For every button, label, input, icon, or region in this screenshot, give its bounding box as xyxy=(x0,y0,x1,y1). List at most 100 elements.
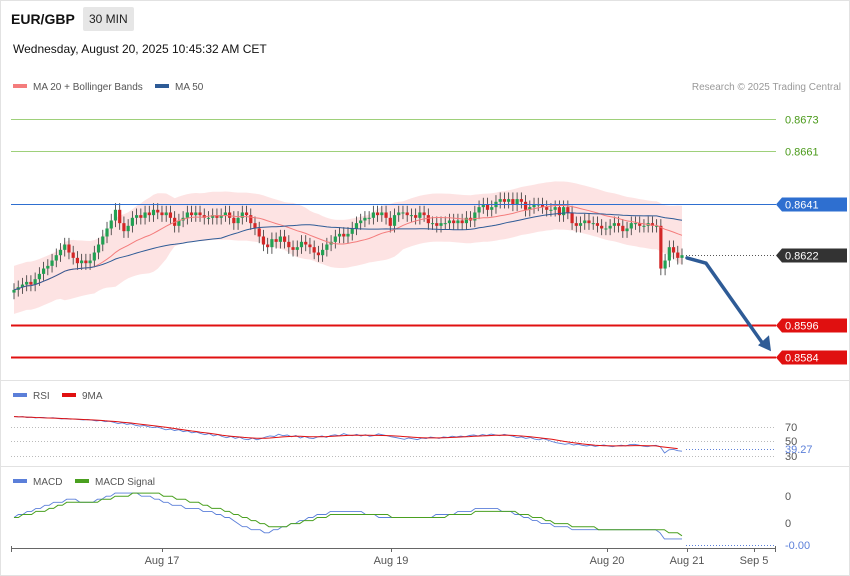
candle-body xyxy=(168,212,173,218)
forecast-arrow-head xyxy=(758,335,771,352)
candle-body xyxy=(249,215,253,224)
candle-body xyxy=(540,204,545,208)
candle-body xyxy=(113,209,118,221)
resistance-label: 0.8661 xyxy=(785,147,819,159)
candle-body xyxy=(443,223,447,225)
candle-body xyxy=(566,207,570,213)
candle-body xyxy=(109,220,113,229)
candle-body xyxy=(333,236,337,242)
candle-body xyxy=(346,233,350,237)
candle-body xyxy=(143,212,147,218)
price-legend: MA 20 + Bollinger Bands MA 50 Research ©… xyxy=(13,82,841,93)
candle-body xyxy=(545,207,549,210)
candle-body xyxy=(638,223,642,226)
candle-body xyxy=(608,225,612,229)
support-price-tag xyxy=(776,350,847,365)
candle-body xyxy=(600,225,604,229)
level-pivot-2: 0.8641 xyxy=(11,197,847,212)
candle-body xyxy=(312,247,316,253)
candle-body xyxy=(401,212,405,214)
candle-body xyxy=(511,199,515,205)
ma50-legend-label: MA 50 xyxy=(175,82,204,93)
macd-tick-label: 0 xyxy=(785,518,791,530)
candle-body xyxy=(156,209,160,213)
time-axis-label: Aug 19 xyxy=(374,555,409,567)
candle-body xyxy=(321,249,325,256)
candle-body xyxy=(498,199,502,202)
candle-body xyxy=(189,212,194,216)
candle-body xyxy=(414,215,418,218)
candle-body xyxy=(663,260,667,269)
time-axis-label: Aug 20 xyxy=(590,555,625,567)
candle-body xyxy=(439,223,443,226)
candle-body xyxy=(528,207,532,210)
candle-body xyxy=(481,204,485,208)
current-label: 0.8622 xyxy=(785,251,819,263)
level-resistance-1: 0.8661 xyxy=(11,147,819,159)
candle-body xyxy=(304,241,308,245)
chart-header: EUR/GBP 30 MIN Wednesday, August 20, 202… xyxy=(0,0,850,70)
candle-body xyxy=(139,215,143,218)
candle-body xyxy=(232,217,236,224)
candle-body xyxy=(502,199,507,202)
candle-body xyxy=(101,236,105,245)
level-resistance-0: 0.8673 xyxy=(11,115,819,127)
candle-body xyxy=(257,228,261,237)
macd-tick-label: 0 xyxy=(785,491,791,503)
time-axis-label: Aug 21 xyxy=(670,555,705,567)
support-label: 0.8584 xyxy=(785,353,819,365)
candle-body xyxy=(198,212,202,216)
candle-body xyxy=(75,257,80,264)
candle-body xyxy=(490,207,494,210)
candle-body xyxy=(375,212,380,216)
candle-body xyxy=(337,233,342,237)
macd-value-label: -0.00 xyxy=(785,540,810,552)
rsi-value-label: 39.27 xyxy=(785,444,813,456)
pivot-label: 0.8641 xyxy=(785,200,819,212)
rsi-ma-legend-label: 9MA xyxy=(82,391,103,402)
timeframe-button[interactable]: 30 MIN xyxy=(83,7,134,31)
candle-body xyxy=(519,199,523,202)
candle-body xyxy=(430,223,435,225)
candle-body xyxy=(211,215,215,218)
candle-body xyxy=(435,223,439,226)
candle-body xyxy=(215,215,219,218)
candle-body xyxy=(20,284,25,288)
candle-body xyxy=(562,207,566,216)
current-price-tag xyxy=(776,248,847,263)
candle-body xyxy=(595,223,600,226)
candle-body xyxy=(122,223,126,232)
ma50-legend-swatch xyxy=(155,84,169,88)
candle-body xyxy=(532,204,536,208)
candle-body xyxy=(485,204,490,210)
candle-body xyxy=(574,223,578,226)
support-label: 0.8596 xyxy=(785,321,819,333)
level-support-4: 0.8596 xyxy=(11,318,847,333)
candle-body xyxy=(54,255,58,261)
credit-text: Research © 2025 Trading Central xyxy=(692,82,841,93)
candle-body xyxy=(671,247,676,253)
candle-body xyxy=(177,220,181,226)
time-axis-label: Aug 17 xyxy=(145,555,180,567)
candle-body xyxy=(422,212,426,216)
candle-body xyxy=(253,223,257,229)
macd-legend-swatch xyxy=(13,479,27,483)
candle-body xyxy=(464,217,468,224)
candle-body xyxy=(405,212,409,216)
pivot-price-tag xyxy=(776,197,847,212)
candle-body xyxy=(578,223,583,226)
candle-body xyxy=(384,212,388,218)
candle-body xyxy=(126,225,130,232)
resistance-label: 0.8673 xyxy=(785,115,819,127)
candle-body xyxy=(659,225,663,269)
candle-body xyxy=(287,241,291,248)
candle-body xyxy=(629,223,633,229)
candle-body xyxy=(41,268,46,274)
candle-body xyxy=(80,260,84,264)
macd-line xyxy=(13,492,682,540)
candle-body xyxy=(261,236,266,245)
candle-body xyxy=(456,220,460,224)
candles-group xyxy=(12,192,684,300)
candle-body xyxy=(266,244,270,248)
